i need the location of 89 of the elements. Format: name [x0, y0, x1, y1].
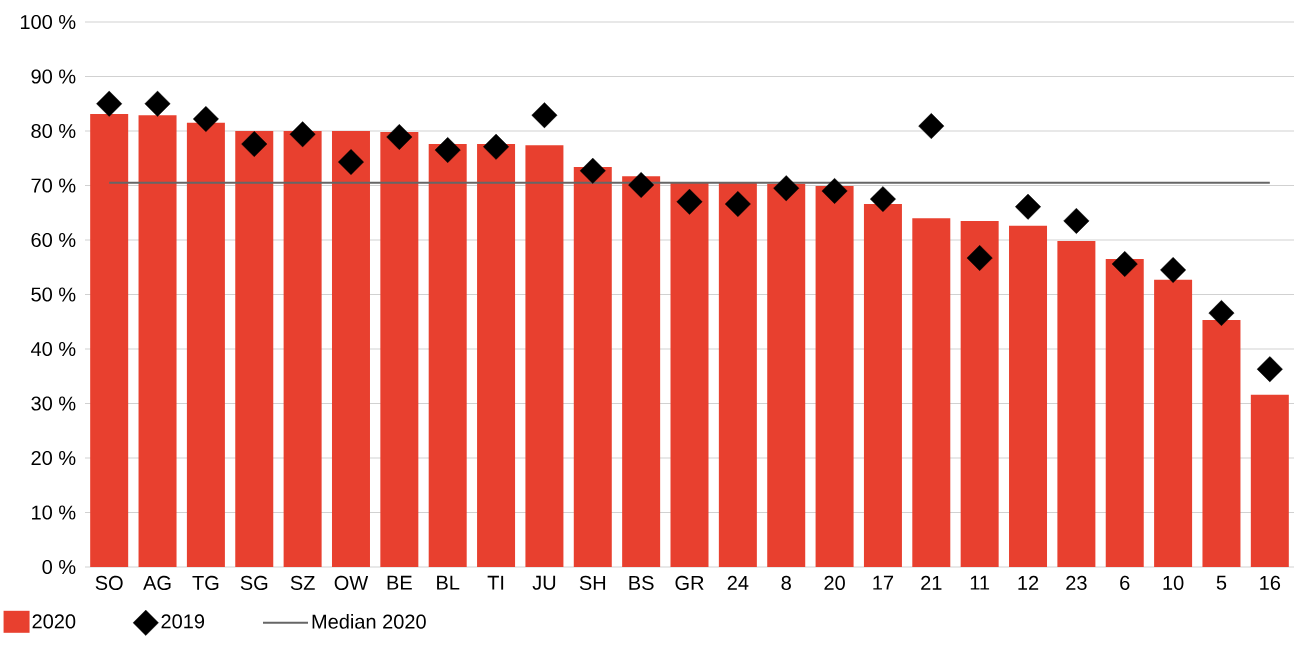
bar	[380, 132, 419, 567]
point	[386, 124, 413, 150]
bar	[912, 218, 951, 567]
x-tick-label: 23	[1066, 575, 1087, 591]
bar	[1154, 279, 1193, 567]
x-tick-label: SO	[95, 575, 123, 591]
bar	[863, 204, 902, 567]
legend-label: Median 2020	[312, 614, 426, 629]
x-tick-label: 12	[1018, 575, 1039, 590]
y-tick-label: 20 %	[31, 450, 76, 466]
point	[966, 245, 993, 271]
bar	[767, 183, 806, 567]
x-tick-label: OW	[334, 575, 369, 591]
x-tick-label: BL	[437, 575, 460, 590]
x-tick-label: JU	[532, 575, 556, 590]
x-tick-label: 21	[921, 575, 942, 590]
bar	[283, 131, 322, 567]
bar	[525, 145, 564, 567]
bar	[670, 182, 709, 567]
point	[724, 191, 751, 217]
bar	[815, 186, 854, 567]
x-tick-label: AG	[143, 575, 171, 591]
point	[773, 175, 800, 202]
x-tick-label: 6	[1120, 575, 1130, 591]
bar	[960, 220, 999, 567]
x-tick-label: SH	[579, 575, 606, 591]
x-tick-label: 8	[781, 575, 791, 591]
bar	[718, 182, 757, 567]
x-tick-label: TI	[487, 575, 504, 590]
point	[241, 131, 268, 157]
x-tick-label: 17	[873, 575, 894, 590]
x-tick-label: SZ	[290, 575, 315, 591]
bar	[331, 131, 370, 567]
point	[531, 102, 558, 129]
point	[1111, 251, 1138, 277]
legend-label: 2019	[161, 614, 205, 629]
bar	[1009, 225, 1048, 567]
point	[483, 133, 509, 160]
y-tick-label: 10 %	[32, 505, 76, 520]
y-tick-label: 40 %	[31, 341, 76, 357]
point	[96, 90, 123, 117]
x-tick-label: BS	[629, 575, 654, 591]
bar	[428, 144, 467, 567]
bar	[186, 122, 225, 567]
y-tick-label: 90 %	[31, 69, 76, 84]
point	[1063, 207, 1090, 234]
bar	[90, 114, 129, 567]
bar	[573, 166, 612, 567]
x-tick-label: 10	[1163, 575, 1184, 591]
y-tick-label: 100 %	[20, 14, 76, 30]
bar	[1202, 320, 1241, 567]
point	[1256, 356, 1283, 383]
y-tick-label: 0 %	[42, 559, 76, 575]
bar	[477, 144, 516, 567]
point	[579, 157, 606, 184]
x-tick-label: 16	[1260, 575, 1281, 591]
point	[289, 121, 316, 148]
y-tick-label: 60 %	[31, 232, 76, 248]
x-tick-label: BE	[387, 575, 412, 590]
point	[434, 137, 461, 163]
bar	[622, 176, 661, 567]
y-tick-label: 70 %	[31, 178, 76, 193]
point	[676, 188, 703, 215]
point	[821, 178, 848, 204]
point	[338, 149, 364, 175]
x-tick-label: 20	[824, 575, 845, 591]
point	[1160, 257, 1187, 283]
y-tick-label: 50 %	[31, 287, 76, 302]
point	[144, 90, 171, 117]
point	[628, 172, 655, 198]
legend-label: 2020	[32, 614, 76, 629]
point	[918, 113, 945, 140]
y-tick-label: 30 %	[31, 396, 76, 411]
point	[1015, 193, 1041, 220]
point	[870, 186, 896, 213]
x-tick-label: 24	[727, 575, 749, 590]
x-tick-label: TG	[192, 575, 219, 591]
bar	[1057, 241, 1096, 567]
point	[1208, 300, 1235, 326]
bar	[235, 131, 274, 567]
y-tick-label: 80 %	[31, 123, 76, 139]
x-tick-label: 11	[970, 575, 990, 590]
x-tick-label: GR	[675, 575, 704, 591]
bar	[1250, 394, 1289, 567]
x-tick-label: 5	[1216, 575, 1227, 590]
x-tick-label: SG	[240, 575, 268, 591]
bar	[1105, 259, 1144, 567]
point	[192, 106, 219, 132]
bar	[138, 115, 177, 567]
